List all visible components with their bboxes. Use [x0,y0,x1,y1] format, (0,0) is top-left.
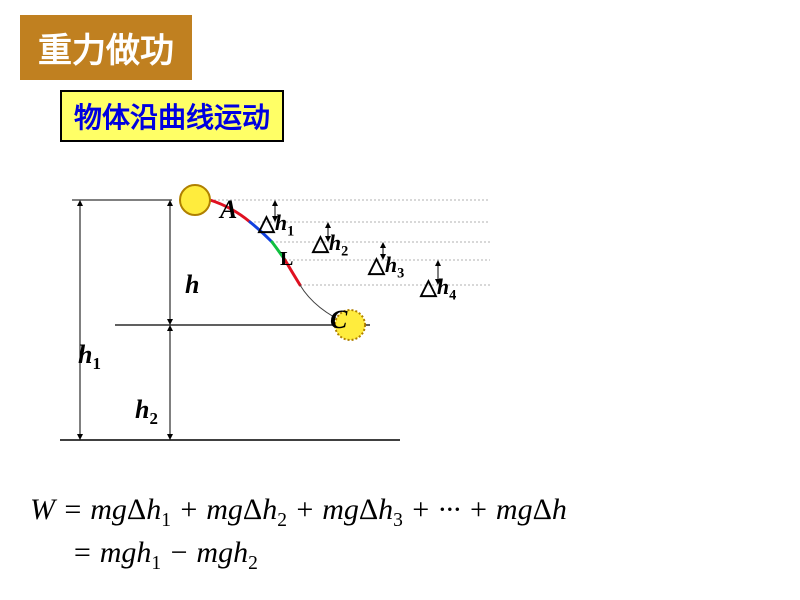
eq-r1: mgh1 [100,536,161,569]
label-L: L [280,248,293,271]
eq-plus: + [178,493,206,526]
eq-plus: + [294,493,322,526]
eq-t2: mgΔh2 [206,493,287,526]
eq-dots: + ··· + [410,493,496,526]
label-h2: h2 [135,395,158,429]
eq-minus: − [169,536,197,569]
eq-W: W [30,493,55,526]
eq-tn: mgΔh [496,493,567,526]
eq-eq: = [63,493,91,526]
label-dh1: △h1 [258,210,294,240]
label-C: C [330,305,347,335]
eq-r2: mgh2 [196,536,257,569]
label-dh4: △h4 [420,274,456,304]
label-dh3: △h3 [368,252,404,282]
eq-eq2: = [72,536,100,569]
title-box: 重力做功 [20,15,192,80]
label-h1: h1 [78,340,101,374]
physics-diagram: A C Lh h1 h2 △h1 △h2 △h3 △h4 [60,180,580,460]
label-h: h [185,270,199,300]
label-A: A [220,195,237,225]
equation: W = mgΔh1 + mgΔh2 + mgΔh3 + ··· + mgΔh =… [30,490,567,577]
eq-t1: mgΔh1 [90,493,171,526]
label-dh2: △h2 [312,230,348,260]
eq-t3: mgΔh3 [322,493,403,526]
equation-line-2: = mgh1 − mgh2 [30,533,567,576]
subtitle-box: 物体沿曲线运动 [60,90,284,142]
equation-line-1: W = mgΔh1 + mgΔh2 + mgΔh3 + ··· + mgΔh [30,490,567,533]
